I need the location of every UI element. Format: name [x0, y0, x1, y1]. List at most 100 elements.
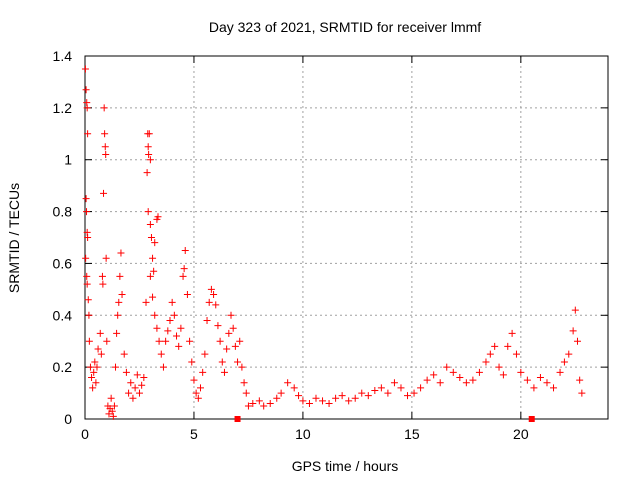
data-point — [110, 402, 118, 410]
y-axis-label: SRMTID / TECUs — [6, 183, 22, 293]
data-point — [449, 368, 457, 376]
tick-labels: 0 5 10 15 20 0 0.2 0.4 0.6 0.8 1 1.2 1.4 — [53, 48, 529, 442]
data-point — [238, 363, 246, 371]
data-point — [475, 368, 483, 376]
data-point — [84, 234, 92, 241]
data-point — [100, 104, 108, 112]
data-point — [86, 363, 94, 371]
data-point — [85, 311, 93, 319]
y-tick-label: 1.2 — [53, 100, 73, 116]
data-point — [93, 363, 101, 371]
data-point — [112, 363, 120, 371]
data-point — [266, 399, 274, 407]
data-point — [495, 363, 503, 371]
data-point — [146, 221, 154, 229]
data-point — [210, 291, 218, 299]
data-point — [157, 350, 165, 358]
x-tick-label: 10 — [295, 426, 311, 442]
data-point — [504, 342, 512, 350]
data-point — [144, 208, 152, 216]
data-point — [192, 389, 200, 397]
data-point — [114, 311, 122, 319]
data-point — [102, 254, 110, 262]
data-point — [113, 329, 121, 337]
data-point — [103, 337, 111, 345]
data-point — [486, 350, 494, 358]
data-point — [166, 316, 174, 324]
data-point — [194, 394, 202, 402]
data-point — [135, 389, 143, 397]
data-point — [129, 394, 137, 402]
data-point — [227, 311, 235, 319]
y-tick-label: 0 — [64, 411, 72, 427]
data-point — [154, 213, 162, 221]
x-tick-label: 20 — [513, 426, 529, 442]
data-point — [84, 296, 92, 304]
y-tick-label: 1.4 — [53, 48, 73, 64]
data-point — [120, 350, 128, 358]
data-point — [164, 327, 172, 335]
data-point — [131, 384, 139, 392]
data-point — [225, 329, 233, 337]
chart-title: Day 323 of 2021, SRMTID for receiver lmm… — [209, 19, 481, 35]
data-point — [153, 324, 161, 332]
data-point — [242, 389, 250, 397]
data-point — [88, 374, 96, 382]
data-point — [550, 384, 558, 392]
data-point — [517, 368, 525, 376]
data-point — [83, 104, 91, 112]
data-point — [332, 394, 340, 402]
data-point — [560, 358, 568, 366]
data-point — [117, 249, 125, 257]
data-point — [229, 324, 237, 332]
data-point — [295, 392, 303, 400]
data-point — [186, 337, 194, 345]
data-point — [170, 311, 178, 319]
y-tick-label: 0.6 — [53, 255, 73, 271]
data-point — [491, 342, 499, 350]
data-point — [305, 399, 313, 407]
data-point — [116, 272, 124, 280]
data-point — [319, 397, 327, 405]
data-point — [133, 371, 141, 379]
x-axis-label: GPS time / hours — [292, 458, 399, 474]
data-point — [81, 65, 89, 73]
data-point — [390, 379, 398, 387]
data-points — [81, 65, 586, 420]
data-point — [143, 169, 151, 177]
data-point — [127, 379, 135, 387]
data-point — [216, 337, 224, 345]
data-point — [456, 374, 464, 382]
data-point — [149, 254, 157, 262]
data-point — [181, 246, 189, 254]
data-point — [145, 130, 153, 138]
data-point — [101, 130, 109, 138]
grid-lines — [85, 56, 608, 419]
data-point — [536, 374, 544, 382]
data-point — [162, 337, 170, 345]
data-point — [430, 371, 438, 379]
data-point — [201, 350, 209, 358]
data-point — [397, 384, 405, 392]
data-point — [159, 363, 167, 371]
data-point — [404, 392, 412, 400]
data-point — [83, 208, 91, 216]
data-point — [351, 394, 359, 402]
data-point — [168, 298, 176, 306]
data-point — [255, 397, 263, 405]
data-point — [82, 195, 90, 203]
data-point — [107, 394, 115, 402]
data-point — [92, 379, 100, 387]
data-point — [565, 350, 573, 358]
data-point — [212, 301, 220, 309]
data-point — [149, 293, 157, 301]
data-point — [214, 322, 222, 330]
data-point — [325, 399, 333, 407]
y-tick-label: 0.4 — [53, 307, 73, 323]
data-point — [312, 394, 320, 402]
data-point — [155, 337, 163, 345]
data-point — [83, 272, 91, 280]
y-tick-label: 0.2 — [53, 359, 73, 375]
data-point — [101, 143, 109, 151]
